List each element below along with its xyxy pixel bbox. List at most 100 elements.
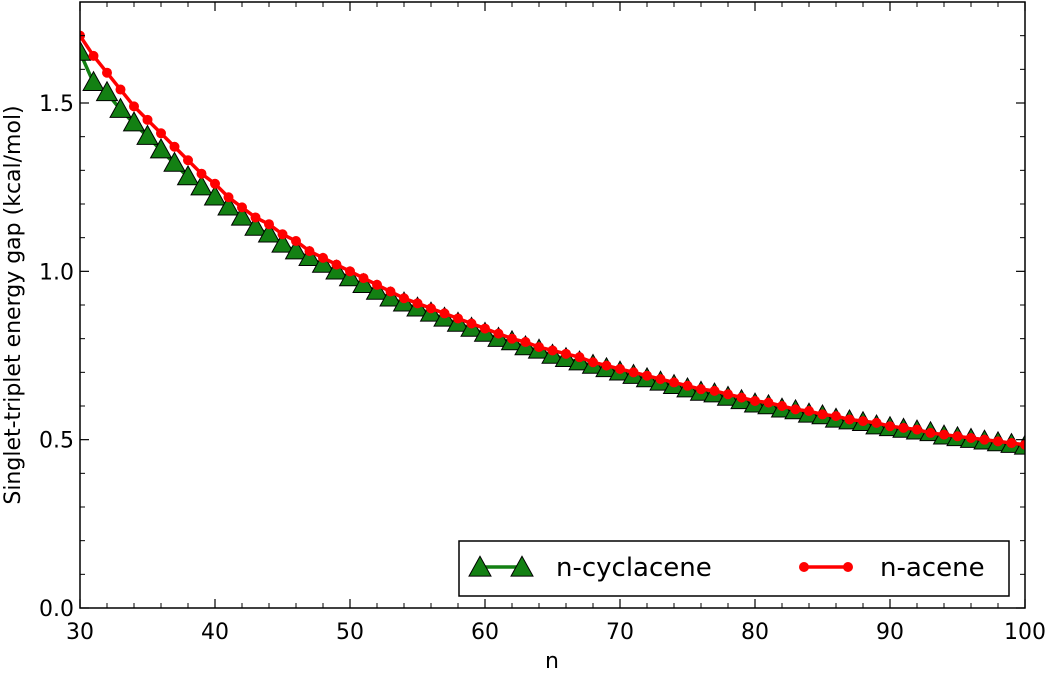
x-axis-label: n <box>545 649 559 673</box>
y-tick-label: 0.5 <box>39 429 74 454</box>
data-point-n-acene <box>210 178 220 189</box>
data-point-n-acene <box>790 404 801 415</box>
data-point-n-cyclacene <box>203 185 227 206</box>
legend-entries <box>468 555 853 577</box>
data-point-n-cyclacene <box>82 70 105 91</box>
data-point-n-cyclacene <box>244 215 267 236</box>
data-point-n-acene <box>534 342 544 353</box>
data-point-n-acene <box>291 236 301 247</box>
data-point-n-cyclacene <box>217 195 240 216</box>
data-point-n-acene <box>723 389 733 400</box>
data-point-n-acene <box>358 273 369 284</box>
data-point-n-acene <box>304 246 315 257</box>
legend-marker-n-cyclacene <box>468 555 492 577</box>
data-point-n-acene <box>426 303 436 314</box>
data-point-n-acene <box>925 427 936 438</box>
data-point-n-cyclacene <box>257 222 281 243</box>
legend-label-n-cyclacene: n-cyclacene <box>556 553 712 583</box>
data-point-n-acene <box>142 114 153 125</box>
x-tick-label: 100 <box>1004 620 1046 645</box>
data-point-n-acene <box>223 192 234 203</box>
data-point-n-cyclacene <box>122 111 146 132</box>
data-point-n-acene <box>169 141 180 152</box>
data-point-n-acene <box>547 345 558 356</box>
data-point-n-acene <box>250 212 261 223</box>
tick-labels-layer: 30 40 50 60 70 80 90 100 0.0 0.5 1.0 1.5 <box>39 92 1046 645</box>
data-point-n-acene <box>601 360 612 371</box>
series-group <box>80 30 1025 455</box>
x-tick-label: 90 <box>876 620 904 645</box>
data-point-n-cyclacene <box>325 259 348 280</box>
data-point-n-acene <box>669 377 679 388</box>
data-point-n-cyclacene <box>298 245 321 267</box>
x-tick-label: 60 <box>471 620 499 645</box>
data-point-n-acene <box>615 363 625 374</box>
data-point-n-acene <box>102 67 112 78</box>
data-point-n-cyclacene <box>109 97 132 118</box>
data-point-n-acene <box>871 417 882 428</box>
data-point-n-acene <box>804 406 814 417</box>
legend: n-cyclacene n-acene <box>458 540 1010 597</box>
x-tick-label: 70 <box>606 620 634 645</box>
data-point-n-acene <box>898 422 909 433</box>
y-tick-label: 0.0 <box>39 597 74 622</box>
data-point-n-acene <box>183 155 193 166</box>
y-tick-label: 1.0 <box>39 260 74 285</box>
data-point-n-acene <box>345 266 355 277</box>
x-tick-label: 40 <box>201 620 229 645</box>
data-point-n-cyclacene <box>230 205 254 226</box>
data-point-n-acene <box>196 168 207 179</box>
legend-box <box>458 540 1010 597</box>
data-point-n-acene <box>709 385 720 396</box>
plot-area <box>80 2 1025 608</box>
data-point-n-cyclacene <box>365 279 389 300</box>
legend-marker-n-acene <box>843 562 853 572</box>
data-point-n-acene <box>750 395 760 406</box>
data-point-n-acene <box>439 308 450 319</box>
data-point-n-acene <box>237 202 247 213</box>
x-tick-label: 50 <box>336 620 364 645</box>
y-tick-label: 1.5 <box>39 92 74 117</box>
legend-label-n-acene: n-acene <box>880 553 985 583</box>
data-point-n-cyclacene <box>311 252 335 273</box>
data-point-n-acene <box>88 50 99 61</box>
data-point-n-cyclacene <box>95 80 119 102</box>
data-point-n-acene <box>831 411 841 422</box>
data-point-n-acene <box>777 401 787 411</box>
data-point-n-acene <box>277 229 288 240</box>
data-point-n-cyclacene <box>271 232 294 253</box>
data-point-n-acene <box>453 313 463 324</box>
data-point-n-cyclacene <box>80 40 92 61</box>
data-point-n-acene <box>682 380 693 391</box>
x-tick-label: 30 <box>66 620 94 645</box>
data-point-n-acene <box>561 348 571 359</box>
data-point-n-acene <box>912 424 922 435</box>
data-point-n-acene <box>466 318 477 329</box>
data-point-n-acene <box>115 84 126 95</box>
data-point-n-acene <box>399 293 409 304</box>
data-point-n-acene <box>655 374 666 385</box>
data-point-n-acene <box>507 333 517 344</box>
ticks-layer <box>79 1 1026 609</box>
data-point-n-acene <box>993 436 1003 447</box>
data-point-n-cyclacene <box>379 286 402 307</box>
data-point-n-acene <box>156 128 166 139</box>
data-point-n-cyclacene <box>176 164 200 186</box>
data-point-n-cyclacene <box>284 238 308 260</box>
data-point-n-cyclacene <box>190 175 213 196</box>
legend-marker-n-cyclacene <box>510 555 534 577</box>
legend-marker-n-acene <box>799 562 809 572</box>
data-point-n-acene <box>858 416 868 427</box>
data-point-n-acene <box>412 298 423 309</box>
data-point-n-acene <box>763 397 774 408</box>
data-point-n-acene <box>385 286 396 297</box>
data-point-n-acene <box>1020 439 1025 450</box>
data-point-n-acene <box>979 434 990 445</box>
data-point-n-acene <box>372 279 382 290</box>
data-point-n-acene <box>736 392 747 403</box>
data-point-n-acene <box>318 252 328 263</box>
data-point-n-acene <box>952 431 963 442</box>
data-point-n-acene <box>939 429 949 440</box>
data-point-n-acene <box>1006 438 1017 449</box>
data-point-n-acene <box>628 367 639 378</box>
